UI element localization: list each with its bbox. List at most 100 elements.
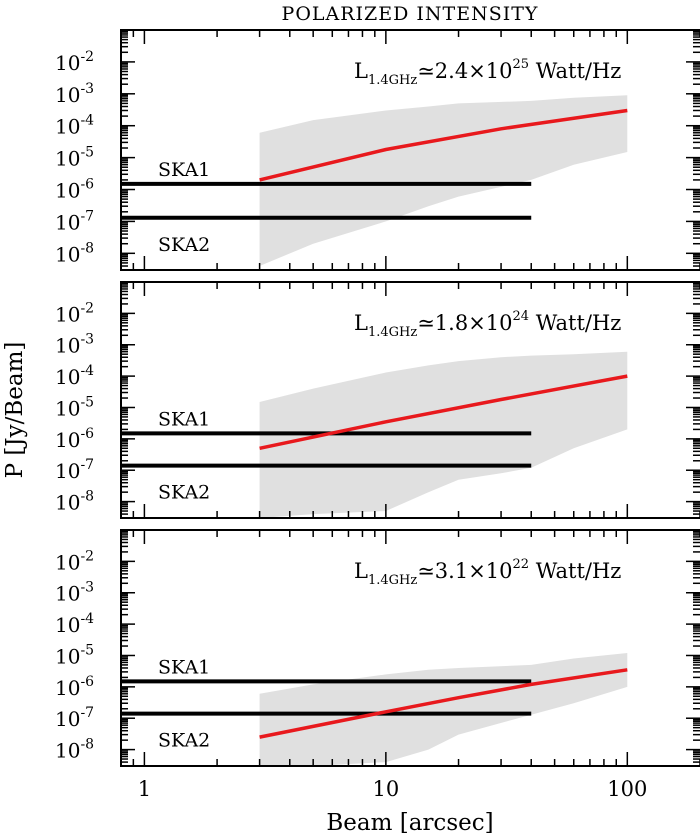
y-tick-exponent: -6 xyxy=(80,674,94,690)
y-tick-base: 10 xyxy=(55,582,80,606)
y-tick-base: 10 xyxy=(55,334,80,358)
y-tick-label: 10-4 xyxy=(55,611,94,637)
y-tick-exponent: -7 xyxy=(80,457,94,473)
y-tick-exponent: -4 xyxy=(80,113,94,129)
ska-label-ska2: SKA2 xyxy=(158,730,210,752)
panel-2: SKA1SKA210-810-710-610-510-410-310-2L1.4… xyxy=(55,281,700,519)
y-tick-label: 10-5 xyxy=(55,642,94,668)
panels-group: SKA1SKA210-810-710-610-510-410-310-2L1.4… xyxy=(55,29,700,801)
y-tick-exponent: -7 xyxy=(80,208,94,224)
polarized-intensity-curve xyxy=(259,374,628,451)
ska-label-ska1: SKA1 xyxy=(158,408,210,430)
y-tick-label: 10-2 xyxy=(55,300,94,326)
luminosity-label: L1.4GHz≃2.4×1025 Watt/Hz xyxy=(354,57,621,88)
y-tick-base: 10 xyxy=(55,707,80,731)
y-tick-exponent: -2 xyxy=(80,49,94,65)
lum-value: ≃3.1×10 xyxy=(417,559,512,583)
y-tick-base: 10 xyxy=(55,179,80,203)
y-tick-label: 10-5 xyxy=(55,394,94,420)
panel-frame xyxy=(120,529,700,767)
panel-frame xyxy=(120,281,700,519)
lum-subscript: 1.4GHz xyxy=(368,573,417,588)
lum-unit: Watt/Hz xyxy=(529,311,621,335)
y-tick-label: 10-7 xyxy=(55,208,94,234)
scatter-band xyxy=(259,653,628,766)
y-tick-label: 10-4 xyxy=(55,113,94,139)
y-tick-base: 10 xyxy=(55,83,80,107)
x-tick-label: 1 xyxy=(138,777,151,801)
y-tick-label: 10-7 xyxy=(55,705,94,731)
polarized-intensity-curve xyxy=(259,108,628,182)
y-tick-base: 10 xyxy=(55,613,80,637)
y-tick-label: 10-2 xyxy=(55,548,94,574)
lum-unit: Watt/Hz xyxy=(529,59,621,83)
y-tick-exponent: -7 xyxy=(80,705,94,721)
y-tick-base: 10 xyxy=(55,242,80,266)
ska-label-ska1: SKA1 xyxy=(158,656,210,678)
figure-title: POLARIZED INTENSITY xyxy=(282,3,539,25)
y-tick-label: 10-8 xyxy=(55,489,94,515)
plot-area xyxy=(121,653,628,766)
x-tick-label: 100 xyxy=(607,777,647,801)
y-tick-base: 10 xyxy=(55,147,80,171)
y-tick-exponent: -2 xyxy=(80,300,94,316)
y-tick-base: 10 xyxy=(55,428,80,452)
y-tick-base: 10 xyxy=(55,396,80,420)
y-tick-base: 10 xyxy=(55,365,80,389)
lum-exponent: 22 xyxy=(513,557,530,572)
y-tick-label: 10-4 xyxy=(55,363,94,389)
y-tick-label: 10-8 xyxy=(55,737,94,763)
y-axis-label: P [Jy/Beam] xyxy=(2,342,28,479)
y-tick-label: 10-5 xyxy=(55,145,94,171)
panel-1: SKA1SKA210-810-710-610-510-410-310-2L1.4… xyxy=(55,29,700,271)
y-tick-label: 10-2 xyxy=(55,49,94,75)
panel-frame xyxy=(120,29,700,271)
luminosity-label: L1.4GHz≃1.8×1024 Watt/Hz xyxy=(354,309,621,340)
y-tick-exponent: -8 xyxy=(80,240,94,256)
y-tick-base: 10 xyxy=(55,491,80,515)
y-tick-base: 10 xyxy=(55,459,80,483)
lum-exponent: 24 xyxy=(513,309,530,324)
y-tick-exponent: -5 xyxy=(80,642,94,658)
plot-area xyxy=(121,351,628,518)
y-tick-exponent: -3 xyxy=(80,81,94,97)
y-tick-base: 10 xyxy=(55,676,80,700)
y-tick-label: 10-3 xyxy=(55,81,94,107)
y-tick-base: 10 xyxy=(55,51,80,75)
y-tick-base: 10 xyxy=(55,739,80,763)
plot-area xyxy=(121,95,628,266)
y-tick-base: 10 xyxy=(55,550,80,574)
y-tick-exponent: -4 xyxy=(80,611,94,627)
lum-subscript: 1.4GHz xyxy=(368,73,417,88)
lum-subscript: 1.4GHz xyxy=(368,325,417,340)
lum-value: ≃2.4×10 xyxy=(417,59,512,83)
y-tick-base: 10 xyxy=(55,115,80,139)
y-tick-exponent: -5 xyxy=(80,394,94,410)
y-tick-label: 10-6 xyxy=(55,177,94,203)
polarized-intensity-curve xyxy=(259,668,628,739)
lum-prefix: L xyxy=(354,311,368,335)
y-tick-label: 10-3 xyxy=(55,332,94,358)
y-tick-exponent: -8 xyxy=(80,737,94,753)
lum-prefix: L xyxy=(354,59,368,83)
y-tick-base: 10 xyxy=(55,210,80,234)
x-axis-label: Beam [arcsec] xyxy=(326,810,493,836)
scatter-band xyxy=(259,95,628,266)
y-tick-exponent: -5 xyxy=(80,145,94,161)
y-tick-exponent: -6 xyxy=(80,177,94,193)
ska-label-ska2: SKA2 xyxy=(158,482,210,504)
y-tick-label: 10-6 xyxy=(55,674,94,700)
ska-label-ska1: SKA1 xyxy=(158,159,210,181)
ska-label-ska2: SKA2 xyxy=(158,234,210,256)
lum-prefix: L xyxy=(354,559,368,583)
y-tick-exponent: -6 xyxy=(80,426,94,442)
y-tick-exponent: -3 xyxy=(80,332,94,348)
y-tick-label: 10-6 xyxy=(55,426,94,452)
y-tick-base: 10 xyxy=(55,644,80,668)
lum-value: ≃1.8×10 xyxy=(417,311,512,335)
y-tick-exponent: -3 xyxy=(80,580,94,596)
x-tick-label: 10 xyxy=(372,777,399,801)
lum-unit: Watt/Hz xyxy=(529,559,621,583)
y-tick-label: 10-3 xyxy=(55,580,94,606)
